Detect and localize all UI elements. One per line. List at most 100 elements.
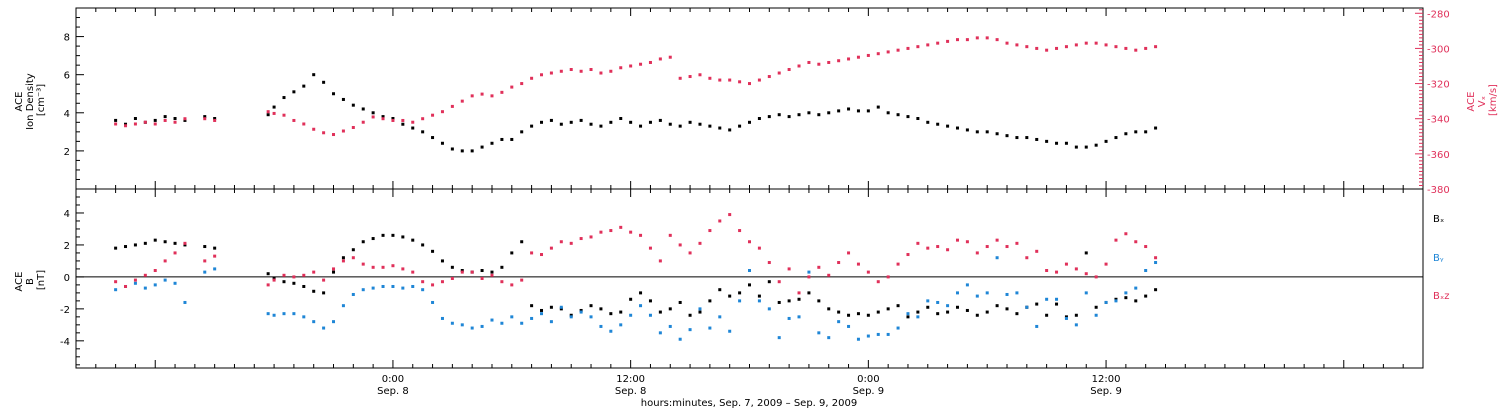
data-point bbox=[817, 331, 821, 335]
data-point bbox=[490, 273, 494, 277]
data-point bbox=[153, 283, 157, 287]
data-point bbox=[569, 241, 573, 245]
data-point bbox=[658, 57, 662, 61]
data-point bbox=[559, 69, 563, 73]
data-point bbox=[906, 315, 910, 319]
data-point bbox=[698, 241, 702, 245]
data-point bbox=[738, 124, 742, 128]
data-point bbox=[1025, 136, 1029, 140]
bottom-ylabel-line-1: ACE bbox=[14, 272, 25, 292]
data-point bbox=[282, 273, 286, 277]
data-point bbox=[619, 323, 623, 327]
data-point bbox=[421, 130, 425, 134]
data-point bbox=[639, 233, 643, 237]
y2-tick-label: -320 bbox=[1427, 80, 1450, 91]
data-point bbox=[569, 313, 573, 317]
data-point bbox=[332, 133, 336, 137]
data-point bbox=[757, 117, 761, 121]
data-point bbox=[559, 305, 563, 309]
data-point bbox=[648, 60, 652, 64]
data-point bbox=[589, 235, 593, 239]
data-point bbox=[266, 110, 270, 114]
data-point bbox=[817, 113, 821, 117]
data-point bbox=[1084, 41, 1088, 45]
y2-tick-label: -280 bbox=[1427, 9, 1450, 20]
data-point bbox=[124, 124, 128, 128]
data-point bbox=[767, 115, 771, 119]
data-point bbox=[965, 128, 969, 132]
data-point bbox=[827, 336, 831, 340]
data-point bbox=[371, 237, 375, 241]
data-point bbox=[728, 329, 732, 333]
data-point bbox=[411, 270, 415, 274]
data-point bbox=[1124, 291, 1128, 295]
data-point bbox=[589, 68, 593, 72]
data-point bbox=[1084, 272, 1088, 276]
data-point bbox=[639, 124, 643, 128]
data-point bbox=[569, 315, 573, 319]
data-point bbox=[916, 241, 920, 245]
data-point bbox=[450, 147, 454, 151]
data-point bbox=[213, 267, 217, 271]
data-point bbox=[124, 245, 128, 249]
data-point bbox=[114, 118, 118, 122]
y-tick-label: 8 bbox=[64, 33, 70, 44]
data-point bbox=[728, 78, 732, 82]
data-point bbox=[460, 323, 464, 327]
data-point bbox=[767, 280, 771, 284]
y-tick-label: 2 bbox=[64, 147, 70, 158]
bottom-panel-frame bbox=[75, 188, 1424, 369]
data-point bbox=[936, 41, 940, 45]
data-point bbox=[926, 120, 930, 124]
data-point bbox=[896, 326, 900, 330]
data-point bbox=[886, 50, 890, 54]
data-point bbox=[341, 259, 345, 263]
data-point bbox=[1104, 262, 1108, 266]
data-point bbox=[975, 313, 979, 317]
data-point bbox=[619, 117, 623, 121]
data-point bbox=[896, 48, 900, 52]
data-point bbox=[431, 300, 435, 304]
data-point bbox=[510, 85, 514, 89]
data-point bbox=[124, 122, 128, 126]
data-point bbox=[133, 281, 137, 285]
data-point bbox=[391, 117, 395, 121]
data-point bbox=[629, 313, 633, 317]
data-point bbox=[668, 55, 672, 59]
data-point bbox=[1134, 286, 1138, 290]
data-point bbox=[520, 82, 524, 86]
data-point bbox=[688, 328, 692, 332]
data-point bbox=[124, 284, 128, 288]
top-y2label: ACE Vₓ [km/s] bbox=[1466, 84, 1499, 116]
data-point bbox=[946, 39, 950, 43]
data-point bbox=[1154, 126, 1158, 130]
data-point bbox=[371, 115, 375, 119]
data-point bbox=[490, 141, 494, 145]
data-point bbox=[886, 111, 890, 115]
data-point bbox=[916, 310, 920, 314]
bottom-ylabel-line-3: [nT] bbox=[36, 270, 47, 290]
data-point bbox=[114, 288, 118, 292]
data-point bbox=[926, 246, 930, 250]
data-point bbox=[183, 243, 187, 247]
data-point bbox=[266, 113, 270, 117]
data-point bbox=[500, 265, 504, 269]
data-point bbox=[738, 229, 742, 233]
data-point bbox=[1025, 256, 1029, 260]
top-y2label-line-3: [km/s] bbox=[1488, 84, 1499, 116]
data-point bbox=[985, 130, 989, 134]
data-point bbox=[361, 240, 365, 244]
data-point bbox=[1055, 270, 1059, 274]
data-point bbox=[1005, 292, 1009, 296]
data-point bbox=[797, 113, 801, 117]
data-point bbox=[213, 117, 217, 121]
data-point bbox=[748, 283, 751, 287]
data-point bbox=[658, 310, 662, 314]
legend-bz: Bₓz bbox=[1433, 291, 1450, 302]
data-point bbox=[579, 237, 583, 241]
top-ylabel-line-1: ACE bbox=[14, 92, 25, 112]
data-point bbox=[322, 278, 326, 282]
data-point bbox=[965, 308, 969, 312]
